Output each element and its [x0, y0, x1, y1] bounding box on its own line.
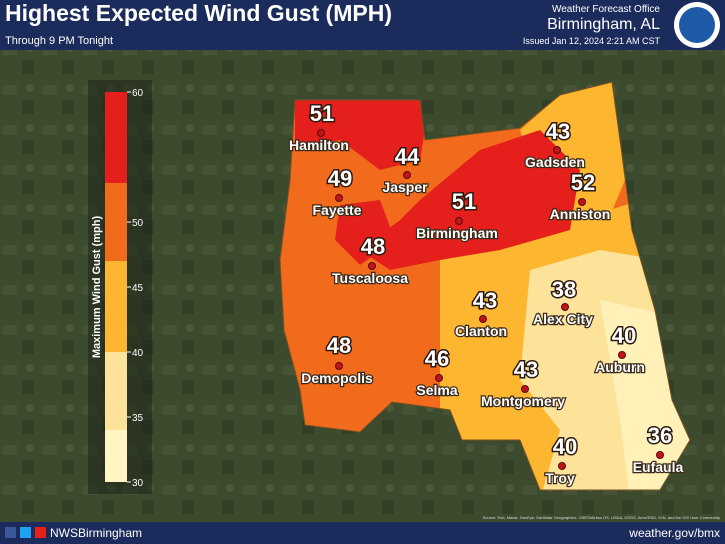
city-name: Clanton [455, 323, 507, 339]
gust-value: 46 [425, 346, 449, 371]
city-name: Anniston [550, 206, 611, 222]
city-name: Fayette [312, 202, 361, 218]
city-name: Jasper [382, 179, 428, 195]
city-name: Alex City [533, 311, 593, 327]
legend-tick-label: 50 [132, 218, 144, 229]
gust-value: 51 [310, 101, 334, 126]
gust-value: 40 [612, 323, 636, 348]
legend-band [105, 261, 127, 352]
city-name: Eufaula [633, 459, 684, 475]
gust-value: 38 [552, 277, 576, 302]
city-name: Birmingham [416, 225, 498, 241]
city-dot [561, 303, 569, 311]
legend-tick-label: 30 [132, 478, 144, 489]
city-dot [618, 351, 626, 359]
gust-value: 44 [395, 144, 420, 169]
legend-band [105, 430, 127, 482]
city-dot [553, 146, 561, 154]
city-dot [521, 385, 529, 393]
legend-label: Maximum Wind Gust (mph) [91, 216, 103, 359]
gust-value: 43 [514, 357, 538, 382]
gust-value: 48 [361, 234, 385, 259]
office: Weather Forecast Office [552, 4, 660, 15]
header-bar [0, 0, 725, 50]
issued: Issued Jan 12, 2024 2:21 AM CST [523, 36, 661, 46]
city-dot [335, 194, 343, 202]
attribution: Source: Esri, Maxar, GeoEye, Earthstar G… [483, 515, 720, 520]
city-dot [455, 217, 463, 225]
title: Highest Expected Wind Gust (MPH) [5, 0, 392, 26]
city-dot [479, 315, 487, 323]
footer-bar [0, 522, 725, 544]
youtube-icon [35, 527, 46, 538]
city-name: Hamilton [289, 137, 349, 153]
legend: Maximum Wind Gust (mph) 60 50 45 40 35 30 [88, 80, 152, 494]
nws-logo-inner [679, 7, 715, 43]
gust-value: 43 [473, 288, 497, 313]
legend-tick-label: 35 [132, 413, 144, 424]
footer-handle: NWSBirmingham [50, 526, 142, 540]
city-dot [368, 262, 376, 270]
gust-value: 51 [452, 189, 476, 214]
area-outline [279, 81, 691, 491]
legend-tick-label: 60 [132, 88, 144, 99]
gust-value: 52 [571, 170, 595, 195]
gust-value: 48 [327, 333, 351, 358]
gust-value: 43 [546, 119, 570, 144]
city-name: Selma [416, 382, 457, 398]
gust-value: 40 [553, 434, 577, 459]
city-dot [558, 462, 566, 470]
footer-url: weather.gov/bmx [628, 526, 720, 540]
city-name: Troy [545, 470, 575, 486]
location: Birmingham, AL [547, 16, 660, 33]
city-name: Tuscaloosa [332, 270, 408, 286]
city-dot [317, 129, 325, 137]
gust-value: 36 [648, 423, 672, 448]
subtitle: Through 9 PM Tonight [5, 35, 113, 47]
city-dot [578, 198, 586, 206]
legend-band [105, 183, 127, 261]
legend-tick-label: 45 [132, 283, 144, 294]
legend-band [105, 352, 127, 430]
legend-band [105, 92, 127, 183]
city-dot [335, 362, 343, 370]
twitter-icon [20, 527, 31, 538]
gust-value: 49 [328, 166, 352, 191]
city-name: Auburn [595, 359, 645, 375]
city-dot [656, 451, 664, 459]
city-name: Gadsden [525, 154, 585, 170]
city-dot [403, 171, 411, 179]
city-name: Demopolis [301, 370, 373, 386]
city-name: Montgomery [481, 393, 565, 409]
facebook-icon [5, 527, 16, 538]
legend-tick-label: 40 [132, 348, 144, 359]
city-dot [435, 374, 443, 382]
